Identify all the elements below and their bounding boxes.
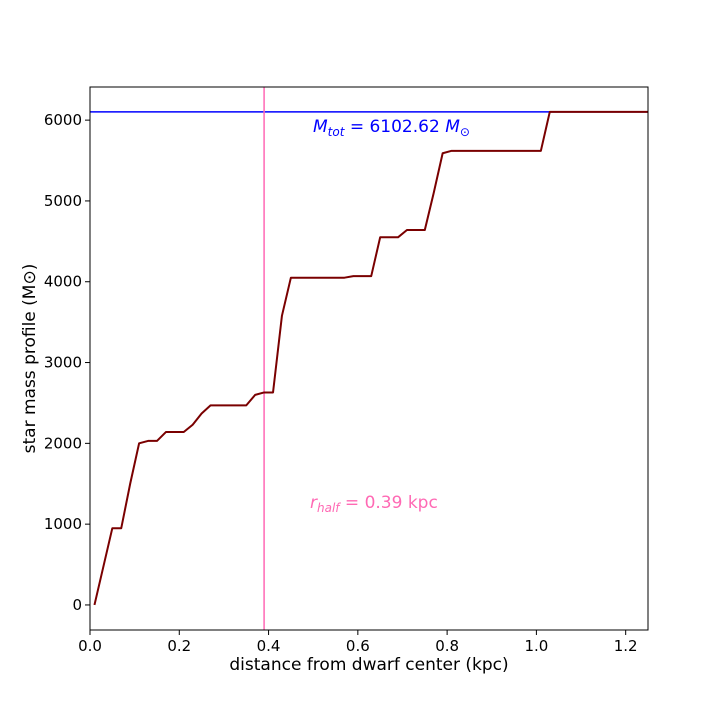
half-radius-annotation: rhalf = 0.39 kpc [310,493,438,515]
mass-profile-line [93,110,648,606]
y-tick-label: 0 [72,596,82,614]
y-tick-label: 2000 [44,434,82,452]
y-tick-label: 5000 [44,192,82,210]
x-axis-label: distance from dwarf center (kpc) [229,655,508,675]
y-tick-label: 4000 [44,273,82,291]
x-tick-label: 1.0 [524,637,548,655]
total-mass-annotation: Mtot = 6102.62 M⊙ [313,117,470,139]
x-tick-label: 0.6 [346,637,370,655]
y-tick-label: 6000 [44,111,82,129]
x-tick-label: 0.2 [167,637,191,655]
plot-frame [89,86,649,631]
y-tick-label: 3000 [44,354,82,372]
x-tick-label: 1.2 [614,637,638,655]
y-axis-label: star mass profile (M⊙) [20,264,40,454]
x-tick-label: 0.0 [78,637,102,655]
x-tick-label: 0.8 [435,637,459,655]
y-tick-label: 1000 [44,515,82,533]
x-tick-label: 0.4 [257,637,281,655]
